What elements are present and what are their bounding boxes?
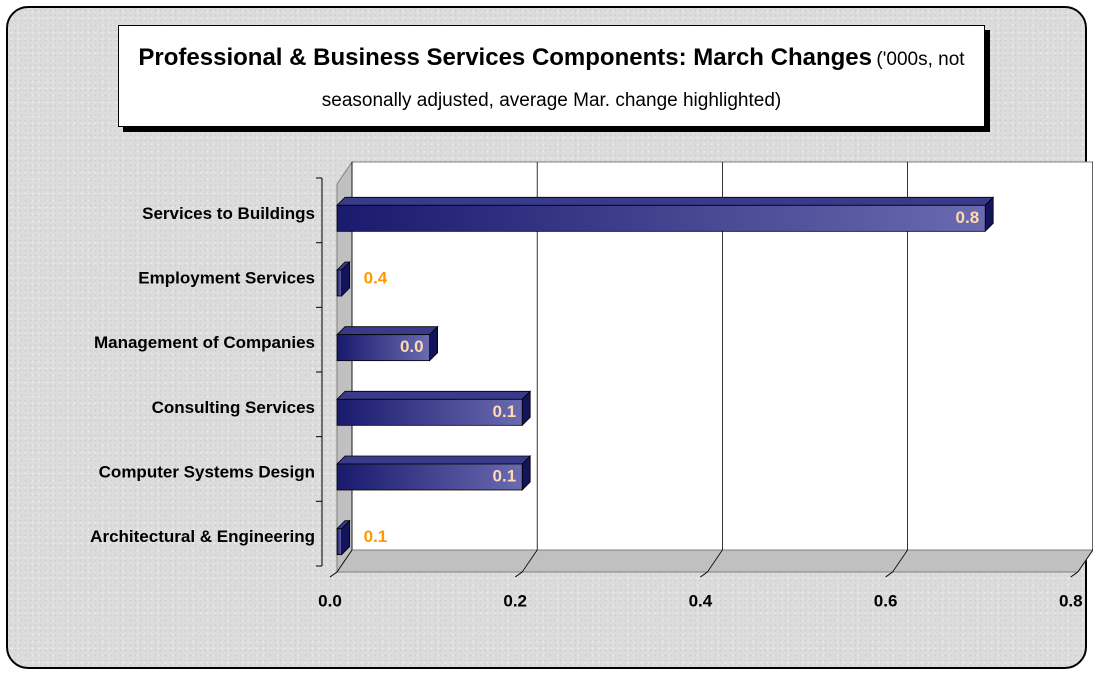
bar xyxy=(336,528,343,556)
chart-subtitle: ('000s, not seasonally adjusted, average… xyxy=(321,49,965,111)
bar xyxy=(336,463,523,491)
grid-line xyxy=(707,549,723,573)
bar-top xyxy=(336,326,439,336)
x-tick-label: 0.0 xyxy=(318,591,342,610)
y-tick-label: Services to Buildings xyxy=(142,204,315,223)
bar xyxy=(336,204,986,232)
bar-top xyxy=(336,390,532,400)
grid-line xyxy=(1077,549,1093,573)
title-box: Professional & Business Services Compone… xyxy=(118,25,985,127)
y-tick-label: Consulting Services xyxy=(152,398,315,417)
data-label: 0.1 xyxy=(493,466,517,485)
tick-mark xyxy=(700,571,708,578)
bar-top xyxy=(336,196,995,206)
bar-top xyxy=(336,455,532,465)
chart-title: Professional & Business Services Compone… xyxy=(138,44,872,71)
x-tick-label: 0.4 xyxy=(689,591,713,610)
data-label: 0.1 xyxy=(364,527,388,546)
tick-mark xyxy=(885,571,893,578)
y-tick-label: Management of Companies xyxy=(94,333,315,352)
y-tick-label: Employment Services xyxy=(138,268,315,287)
y-tick-label: Architectural & Engineering xyxy=(90,527,315,546)
data-label: 0.0 xyxy=(400,337,424,356)
grid-line xyxy=(892,549,908,573)
data-label: 0.1 xyxy=(493,402,517,421)
grid-line xyxy=(521,549,538,573)
tick-mark xyxy=(514,571,523,578)
grid-line xyxy=(336,549,353,573)
bar xyxy=(336,398,523,426)
x-tick-label: 0.2 xyxy=(503,591,527,610)
data-label: 0.8 xyxy=(956,208,980,227)
x-tick-label: 0.6 xyxy=(874,591,898,610)
tick-mark xyxy=(1070,571,1079,578)
x-tick-label: 0.8 xyxy=(1059,591,1083,610)
y-tick-label: Computer Systems Design xyxy=(99,462,315,481)
bar xyxy=(336,269,343,297)
bar xyxy=(336,334,430,362)
tick-mark xyxy=(329,571,338,578)
data-label: 0.4 xyxy=(364,268,388,287)
